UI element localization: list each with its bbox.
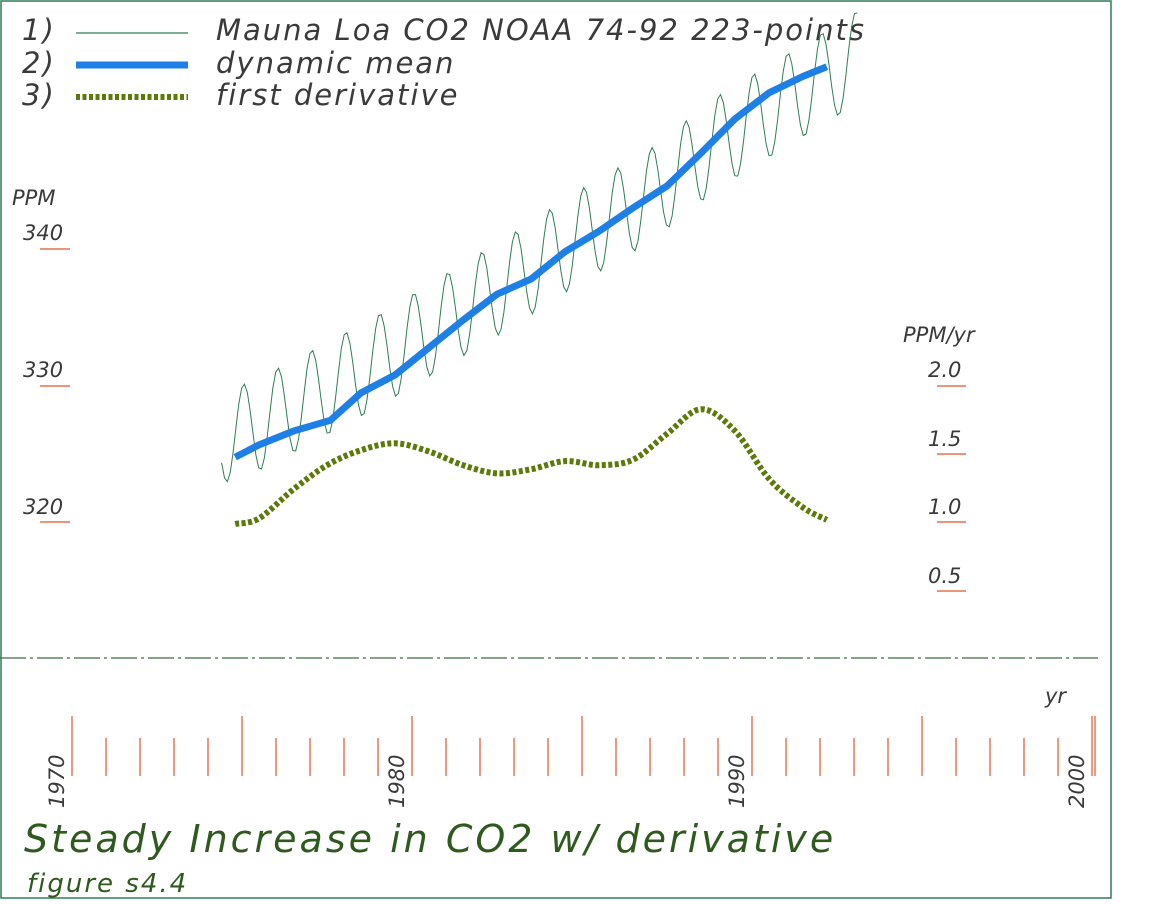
x-tick-label-1970: 1970 bbox=[45, 755, 69, 808]
y-axis-label-left: PPM bbox=[12, 186, 55, 210]
y-tick-right-0.5: 0.5 bbox=[928, 564, 961, 588]
y-tick-left-320: 320 bbox=[23, 495, 63, 519]
legend-label-1: Mauna Loa CO2 NOAA 74-92 223-points bbox=[216, 13, 866, 47]
x-tick-label-1990: 1990 bbox=[725, 755, 749, 808]
x-axis-label: yr bbox=[1044, 684, 1067, 708]
legend-label-3: first derivative bbox=[216, 78, 459, 112]
x-tick-label-1980: 1980 bbox=[385, 755, 409, 808]
x-tick-label-2000: 2000 bbox=[1065, 755, 1089, 808]
legend-label-2: dynamic mean bbox=[216, 46, 455, 80]
x-tick-layer: 1970 1980 1990 2000 bbox=[45, 716, 1096, 808]
y-tick-left-340: 340 bbox=[23, 221, 63, 245]
y-ticks-right: 2.0 1.5 1.0 0.5 bbox=[928, 358, 966, 592]
y-tick-right-1.5: 1.5 bbox=[928, 427, 961, 451]
legend: 1) Mauna Loa CO2 NOAA 74-92 223-points 2… bbox=[22, 13, 866, 112]
chart-title: Steady Increase in CO2 w/ derivative bbox=[24, 817, 836, 861]
y-tick-left-330: 330 bbox=[23, 358, 63, 382]
y-tick-right-1.0: 1.0 bbox=[928, 495, 961, 519]
chart-frame bbox=[0, 0, 1112, 899]
y-axis-label-right: PPM/yr bbox=[903, 323, 976, 347]
series-layer bbox=[221, 12, 858, 527]
series-first-derivative-line bbox=[234, 406, 829, 527]
y-tick-right-2.0: 2.0 bbox=[928, 358, 961, 382]
series-dynamic-mean-line bbox=[233, 63, 829, 461]
y-ticks-left: 340 330 320 bbox=[23, 221, 70, 523]
legend-marker-1: 1) bbox=[22, 13, 56, 47]
legend-marker-2: 2) bbox=[22, 46, 56, 80]
chart-subtitle: figure s4.4 bbox=[27, 869, 188, 899]
legend-marker-3: 3) bbox=[22, 78, 56, 112]
